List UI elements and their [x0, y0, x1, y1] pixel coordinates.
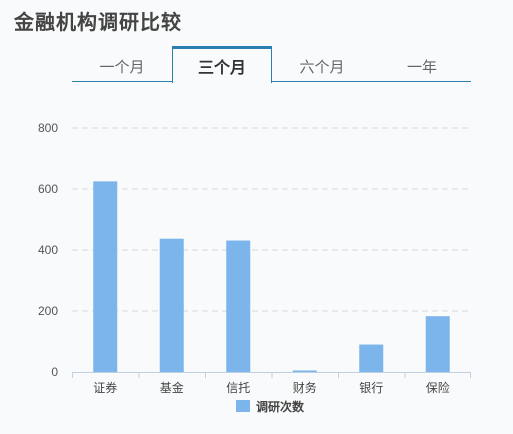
x-tick-label: 基金 [160, 380, 184, 395]
y-tick-label: 600 [38, 182, 58, 196]
bar [159, 238, 184, 372]
bar [425, 316, 450, 372]
tab-six-months[interactable]: 六个月 [299, 59, 345, 76]
period-tabs: 一个月 三个月 六个月 一年 [72, 46, 471, 83]
page-title: 金融机构调研比较 [14, 12, 182, 34]
y-tick-label: 400 [38, 243, 58, 257]
legend-swatch [236, 400, 250, 412]
y-tick-label: 800 [38, 121, 58, 135]
bar [292, 370, 317, 372]
tab-one-year[interactable]: 一年 [406, 59, 437, 76]
bar [93, 181, 118, 372]
x-tick-label: 保险 [426, 380, 450, 395]
tab-three-months[interactable]: 三个月 [172, 46, 272, 83]
x-tick-label: 财务 [293, 380, 317, 395]
x-tick-label: 证券 [93, 380, 117, 395]
x-tick-label: 银行 [359, 381, 383, 395]
y-tick-label: 0 [51, 365, 58, 379]
y-tick-label: 200 [38, 304, 58, 318]
tab-one-month[interactable]: 一个月 [99, 59, 145, 76]
legend-label: 调研次数 [256, 399, 305, 414]
x-tick-label: 信托 [226, 381, 250, 395]
bar [359, 344, 384, 372]
bar [226, 240, 251, 372]
